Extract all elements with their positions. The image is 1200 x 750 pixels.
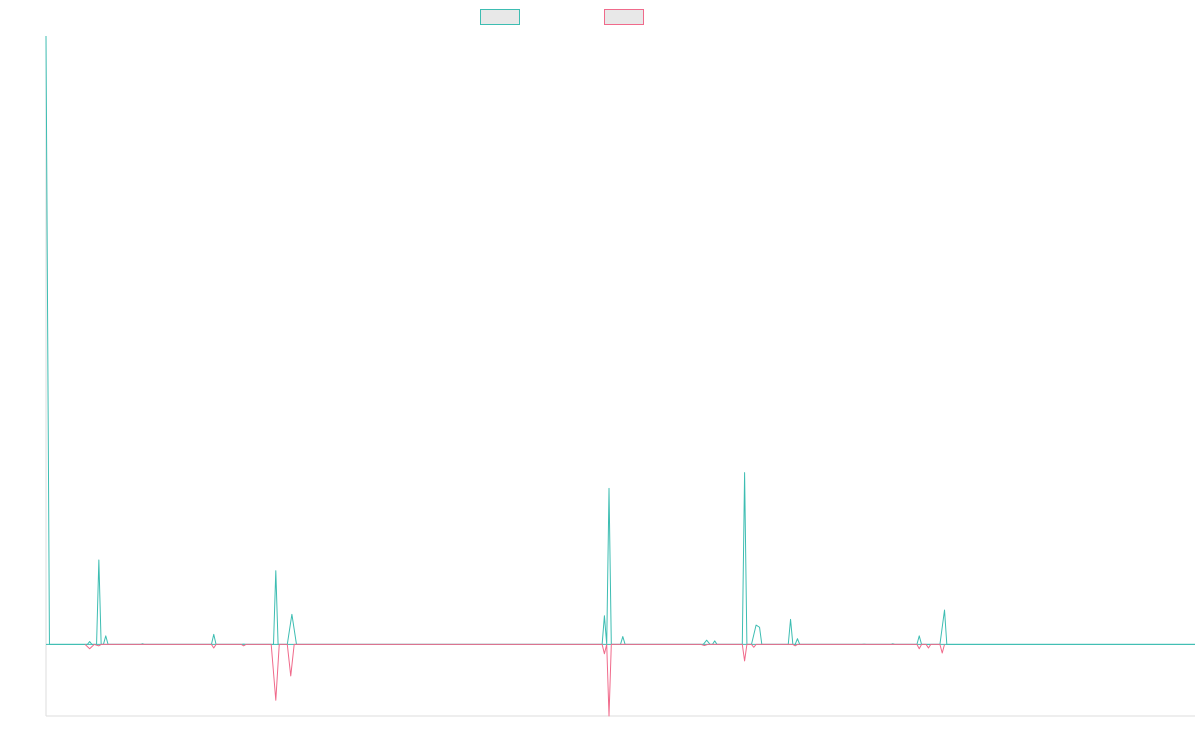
- axes: [45, 36, 1195, 717]
- legend-swatch-series-a[interactable]: [480, 9, 520, 25]
- legend-swatch-series-b[interactable]: [604, 9, 644, 25]
- series-line-b: [84, 643, 946, 717]
- series-layer: [45, 35, 1195, 717]
- series-line-a: [45, 35, 1195, 645]
- legend: [480, 9, 650, 27]
